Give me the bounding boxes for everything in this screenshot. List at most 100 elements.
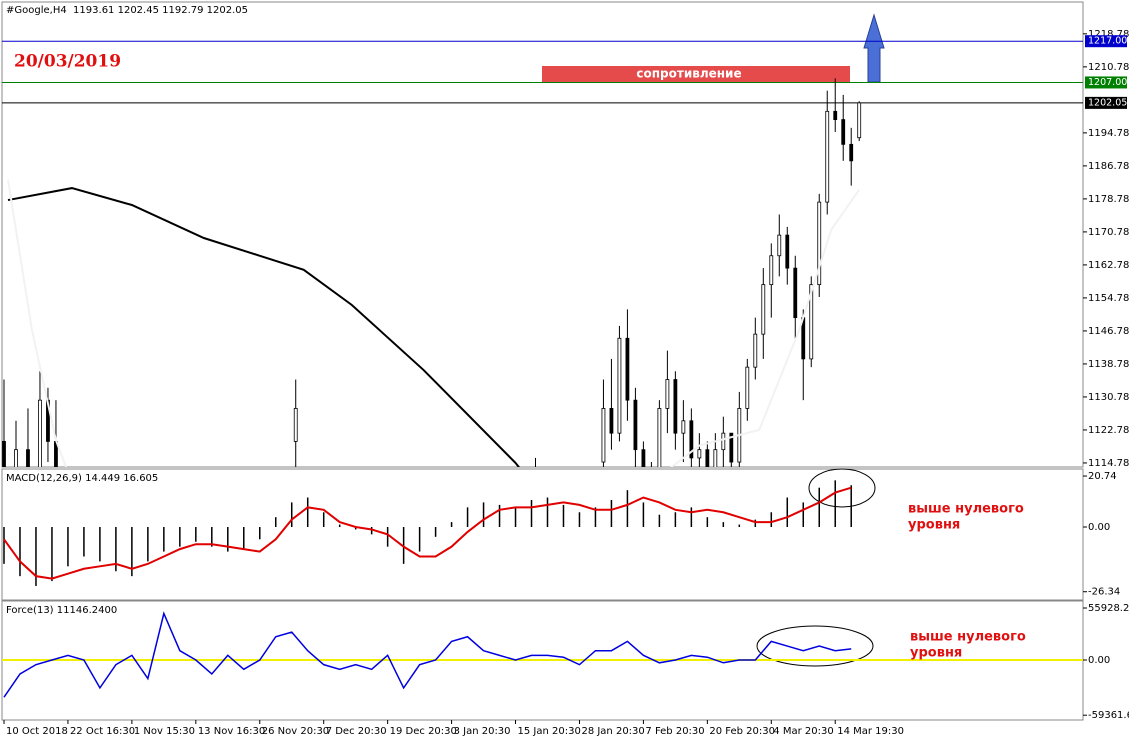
histogram-bar: [418, 527, 421, 552]
candle-body: [761, 284, 766, 335]
candle-body: [817, 201, 822, 286]
candle-body: [849, 143, 854, 162]
annotation: выше нулевого: [910, 630, 1026, 645]
y-tick-label: 1138.78: [1088, 359, 1129, 370]
x-tick-label: 14 Mar 19:30: [837, 726, 904, 737]
moving-average: [670, 189, 861, 467]
x-tick-label: 10 Oct 2018: [6, 726, 68, 737]
candle-body: [617, 337, 622, 434]
histogram-bar: [179, 527, 181, 547]
candle-body: [745, 366, 750, 409]
candle-body: [721, 432, 726, 451]
histogram-bar: [626, 490, 629, 528]
histogram-bar: [19, 527, 21, 577]
histogram-bar: [3, 527, 5, 564]
histogram-bar: [818, 487, 820, 528]
histogram-bar: [354, 527, 357, 530]
price-marker: [1085, 35, 1127, 48]
plot-layer: #Google,H4 1193.61 1202.45 1192.79 1202.…: [2, 5, 1129, 737]
y-tick-label: 55928.211: [1088, 603, 1129, 614]
y-tick-label: 1210.78: [1088, 62, 1129, 73]
y-tick-label: 1154.78: [1088, 293, 1129, 304]
y-tick-label: 1114.78: [1088, 458, 1129, 469]
candle-body: [785, 234, 790, 269]
candle-body: [697, 449, 702, 459]
y-tick-label: 1194.78: [1088, 128, 1129, 139]
resistance-zone: [542, 66, 850, 82]
histogram-bar: [67, 527, 69, 567]
histogram-bar: [131, 527, 133, 577]
histogram-bar: [530, 499, 533, 528]
y-tick-label: 1122.78: [1088, 425, 1129, 436]
y-tick-label: 1218.78: [1088, 29, 1129, 40]
histogram-bar: [243, 527, 245, 550]
candle-body: [601, 408, 606, 463]
candle-body: [769, 255, 774, 286]
candle-body: [825, 110, 830, 203]
date-note: 20/03/2019: [14, 52, 121, 72]
signal-line: [3, 486, 852, 580]
histogram-bar: [370, 527, 373, 535]
y-tick-label: 0.00: [1088, 655, 1110, 666]
price-panel: [1, 1, 1084, 468]
x-tick-label: 1 Nov 15:30: [134, 726, 195, 737]
x-tick-label: 15 Jan 20:30: [518, 726, 581, 737]
x-tick-label: 7 Dec 20:30: [326, 726, 387, 737]
y-tick-label: 1178.78: [1088, 194, 1129, 205]
histogram-bar: [834, 480, 836, 528]
price-marker: [1085, 96, 1127, 109]
histogram-bar: [35, 527, 37, 586]
annotation: уровня: [910, 646, 962, 661]
candle-body: [633, 399, 638, 451]
candle-body: [713, 449, 718, 467]
highlight-ellipse: [756, 625, 874, 667]
moving-average: [7, 187, 521, 467]
histogram-bar: [51, 527, 53, 582]
moving-average: [7, 179, 68, 467]
histogram-bar: [754, 519, 757, 528]
histogram-bar: [642, 502, 645, 528]
histogram-bar: [770, 512, 773, 528]
histogram-bar: [450, 522, 453, 528]
histogram-bar: [99, 527, 101, 562]
candle-body: [641, 449, 646, 467]
y-tick-label: 1130.78: [1088, 392, 1129, 403]
histogram-bar: [514, 507, 517, 528]
up-arrow: [863, 13, 885, 83]
x-tick-label: 22 Oct 16:30: [70, 726, 135, 737]
panel-plot: [2, 611, 1083, 698]
panel-title: MACD(12,26,9) 14.449 16.605: [6, 473, 158, 484]
candle-body: [26, 449, 30, 467]
candle-body: [753, 333, 758, 368]
histogram-bar: [802, 502, 805, 528]
candle-body: [293, 408, 298, 442]
candle-body: [657, 408, 662, 467]
histogram-bar: [466, 507, 469, 528]
candle-body: [681, 420, 686, 434]
histogram-bar: [722, 522, 725, 528]
histogram-bar: [690, 507, 693, 528]
histogram-bar: [195, 527, 197, 542]
histogram-bar: [658, 514, 661, 528]
candle-body: [841, 119, 846, 145]
histogram-bar: [211, 527, 213, 547]
histogram-bar: [386, 527, 389, 547]
candle-body: [729, 432, 734, 463]
panel-title: Force(13) 11146.2400: [6, 605, 117, 616]
annotation: уровня: [908, 518, 960, 533]
candle-body: [625, 337, 630, 401]
y-tick-label: 20.74: [1088, 471, 1117, 482]
price-marker: [1085, 76, 1127, 89]
histogram-bar: [306, 497, 309, 528]
histogram-bar: [498, 504, 501, 528]
histogram-bar: [163, 527, 165, 552]
price-marker-label: 1217.00: [1088, 36, 1127, 47]
x-tick-label: 26 Nov 20:30: [262, 726, 329, 737]
histogram-bar: [83, 527, 85, 557]
panel-plot: [3, 480, 852, 586]
candle-body: [833, 110, 838, 120]
candle-body: [793, 267, 798, 319]
histogram-bar: [738, 524, 741, 528]
